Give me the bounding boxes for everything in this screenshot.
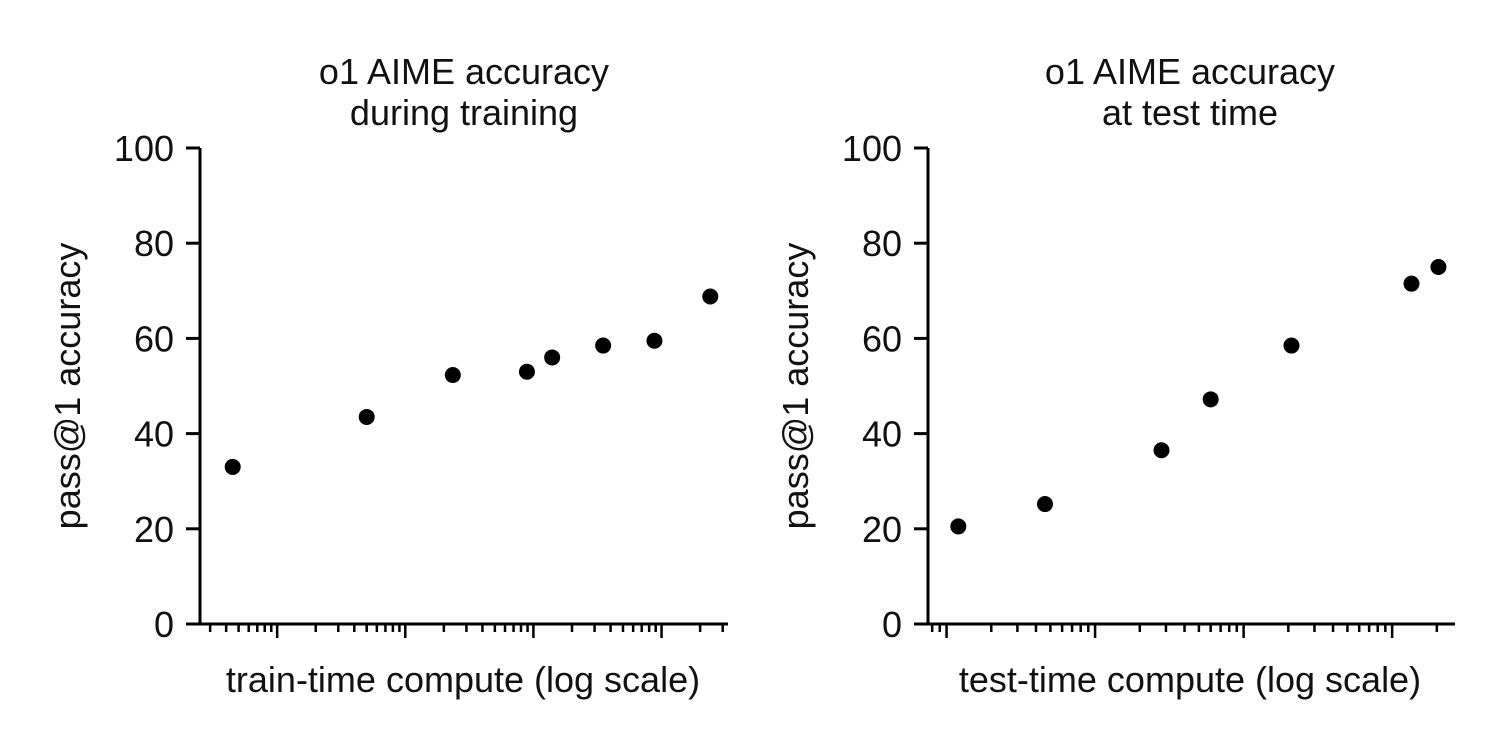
- y-tick-label: 0: [882, 604, 902, 645]
- y-axis-label: pass@1 accuracy: [775, 243, 816, 530]
- data-point: [702, 288, 719, 305]
- y-tick-label: 100: [114, 128, 174, 169]
- data-point: [1202, 391, 1219, 408]
- x-axis-label: test-time compute (log scale): [959, 659, 1421, 700]
- data-point: [224, 458, 241, 475]
- data-point: [518, 363, 535, 380]
- data-point: [1403, 275, 1420, 292]
- chart-title-line: o1 AIME accuracy: [319, 51, 609, 92]
- data-point: [1036, 496, 1053, 513]
- y-tick-label: 80: [862, 223, 902, 264]
- y-tick-label: 20: [862, 509, 902, 550]
- y-tick-label: 20: [134, 509, 174, 550]
- data-point: [1283, 337, 1300, 354]
- y-tick-label: 40: [134, 414, 174, 455]
- data-point: [1430, 259, 1447, 275]
- y-axis-label: pass@1 accuracy: [47, 243, 88, 530]
- y-tick-label: 100: [842, 128, 902, 169]
- chart-title-line: at test time: [1102, 92, 1278, 133]
- data-point: [444, 367, 461, 384]
- data-point: [1153, 442, 1170, 459]
- data-point: [950, 518, 967, 535]
- data-point: [544, 349, 561, 366]
- chart-title-line: during training: [350, 92, 578, 133]
- chart-title-line: o1 AIME accuracy: [1045, 51, 1335, 92]
- data-point: [358, 408, 375, 425]
- y-tick-label: 60: [862, 318, 902, 359]
- x-axis-label: train-time compute (log scale): [226, 659, 700, 700]
- y-tick-label: 0: [154, 604, 174, 645]
- data-point: [646, 332, 663, 349]
- data-point: [595, 337, 612, 354]
- y-tick-label: 40: [862, 414, 902, 455]
- y-tick-label: 80: [134, 223, 174, 264]
- y-tick-label: 60: [134, 318, 174, 359]
